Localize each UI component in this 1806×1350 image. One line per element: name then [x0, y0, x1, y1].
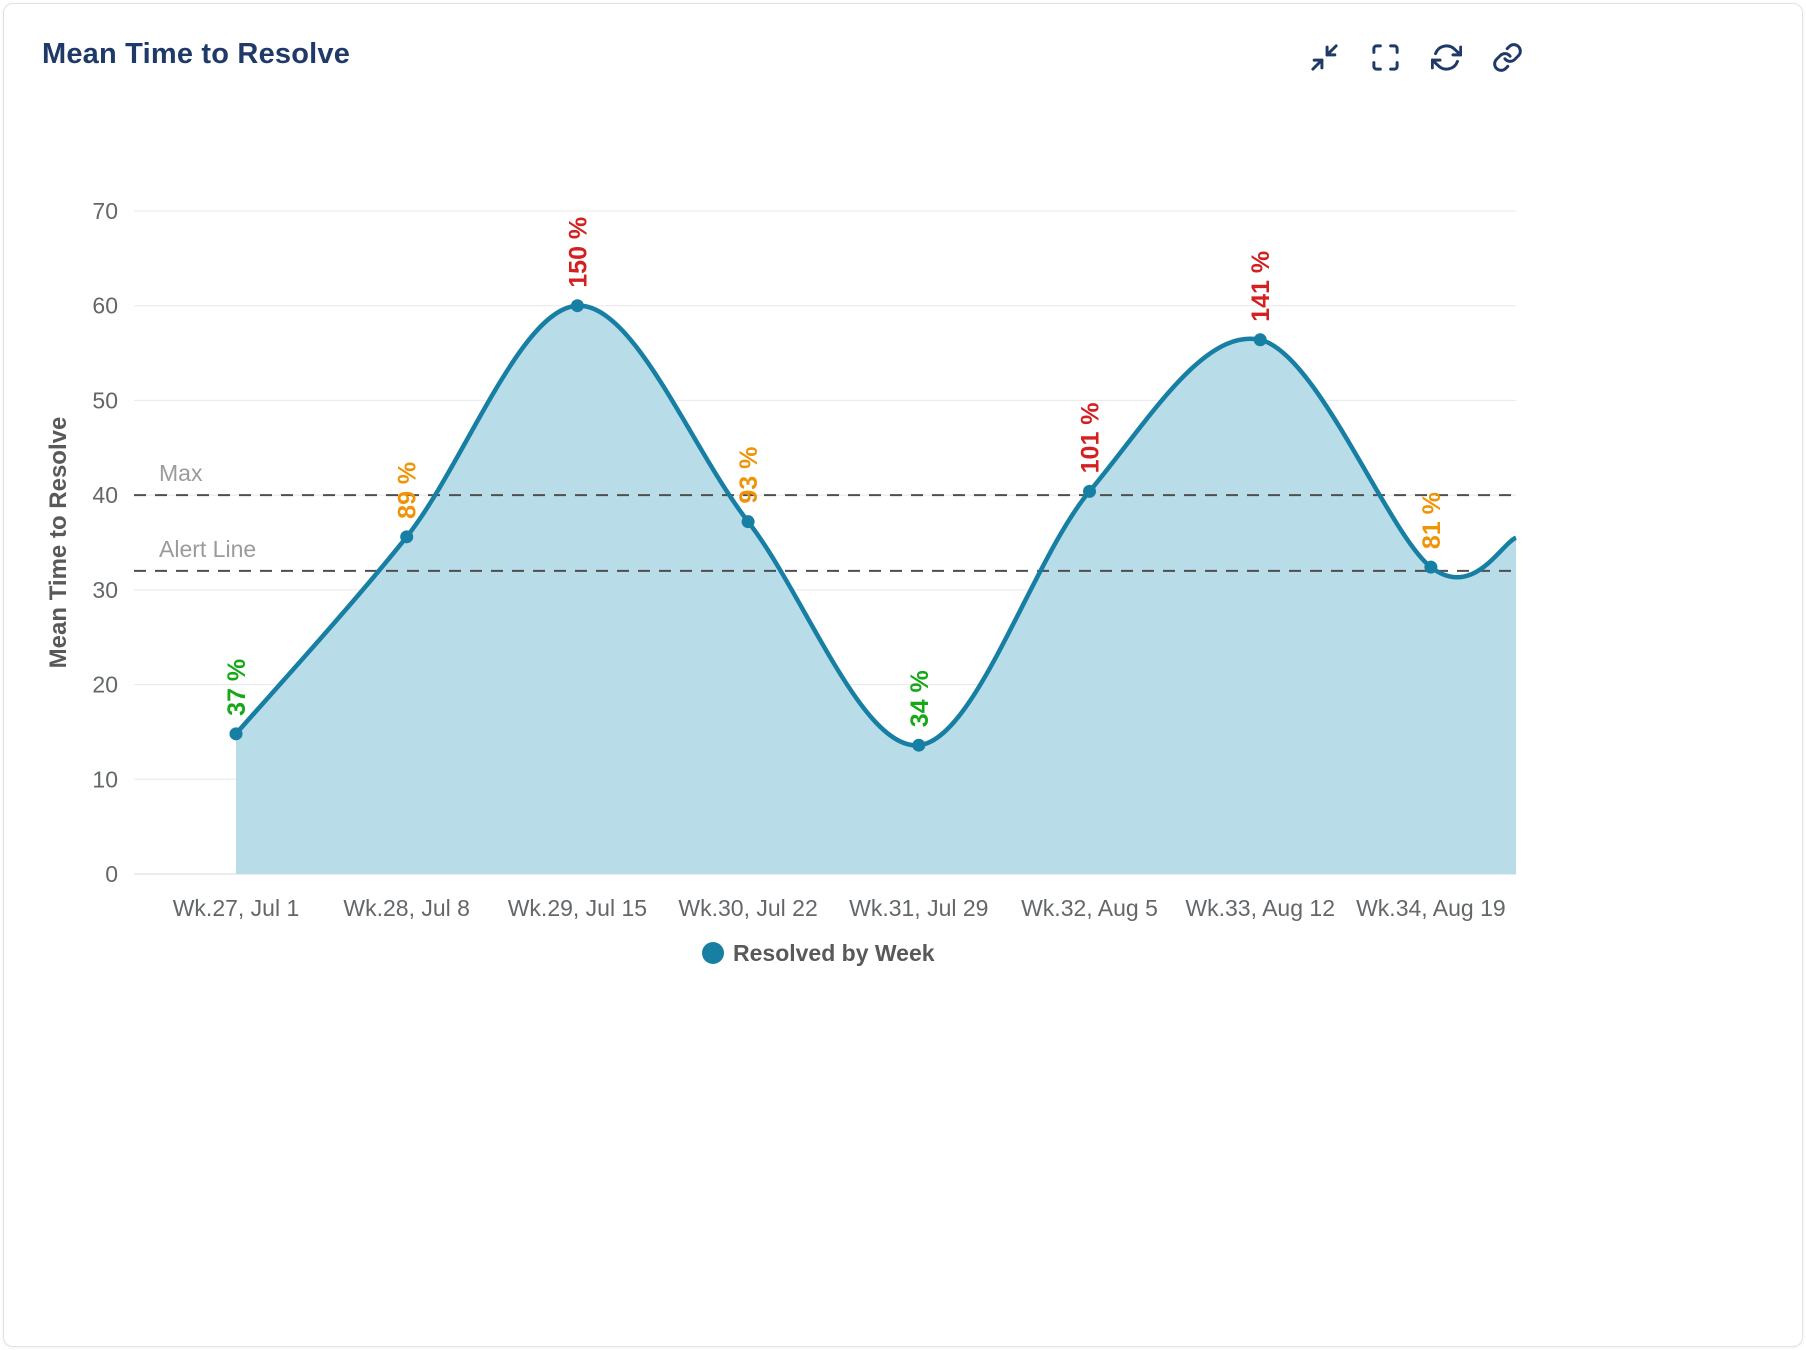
x-tick-label: Wk.32, Aug 5: [1021, 895, 1158, 921]
widget-header: Mean Time to Resolve: [42, 38, 1524, 74]
x-tick-label: Wk.29, Jul 15: [508, 895, 647, 921]
series-area: [236, 305, 1516, 874]
point-label: 101 %: [1077, 402, 1105, 473]
point-label: 89 %: [394, 462, 422, 519]
point-label: 81 %: [1418, 492, 1446, 549]
legend-marker[interactable]: [702, 942, 724, 964]
data-point[interactable]: [1083, 484, 1096, 498]
y-tick-label: 50: [92, 387, 118, 413]
point-label: 37 %: [223, 659, 251, 716]
chart-container[interactable]: 0 10 20 30 40 50 60 70 Wk.27, Jul 1 Wk.28, Jul 8 W…: [4, 124, 1803, 1139]
series-line: [234, 303, 1518, 748]
y-tick-label: 0: [105, 861, 118, 887]
point-label: 34 %: [906, 670, 934, 727]
data-point[interactable]: [741, 515, 755, 529]
x-tick-label: Wk.27, Jul 1: [173, 895, 300, 921]
y-tick-label: 10: [92, 766, 118, 792]
fullscreen-icon: [1371, 43, 1399, 71]
link-icon: [1492, 42, 1522, 72]
legend-item[interactable]: Resolved by Week: [702, 940, 935, 966]
widget-title: Mean Time to Resolve: [42, 38, 351, 70]
collapse-button[interactable]: [1307, 40, 1341, 74]
data-point[interactable]: [229, 727, 243, 741]
reference-line-label: Max: [159, 460, 203, 486]
data-point[interactable]: [1253, 333, 1267, 347]
legend-label[interactable]: Resolved by Week: [733, 940, 935, 966]
widget-toolbar: [1307, 38, 1524, 74]
data-point[interactable]: [1424, 560, 1438, 574]
y-tick-label: 20: [92, 672, 118, 698]
data-point[interactable]: [400, 530, 414, 544]
x-tick-label: Wk.34, Aug 19: [1356, 895, 1506, 921]
widget-card: Mean Time to Resolve: [3, 3, 1803, 1347]
data-point[interactable]: [570, 299, 584, 313]
area-chart[interactable]: 0 10 20 30 40 50 60 70 Wk.27, Jul 1 Wk.28, Jul 8 W…: [4, 124, 1803, 1134]
point-label: 150 %: [564, 217, 592, 288]
x-tick-label: Wk.31, Jul 29: [849, 895, 988, 921]
y-tick-label: 70: [92, 198, 118, 224]
fullscreen-button[interactable]: [1368, 40, 1402, 74]
y-tick-label: 30: [92, 577, 118, 603]
point-label: 93 %: [735, 447, 763, 504]
x-tick-label: Wk.30, Jul 22: [678, 895, 817, 921]
refresh-icon: [1430, 43, 1462, 71]
data-point[interactable]: [912, 738, 926, 752]
point-label: 141 %: [1247, 251, 1275, 322]
reference-line-label: Alert Line: [159, 536, 256, 562]
y-axis-title: Mean Time to Resolve: [45, 417, 72, 669]
y-tick-label: 60: [92, 293, 118, 319]
link-button[interactable]: [1490, 40, 1524, 74]
collapse-arrows-icon: [1310, 43, 1338, 71]
x-tick-label: Wk.33, Aug 12: [1185, 895, 1335, 921]
x-tick-label: Wk.28, Jul 8: [343, 895, 470, 921]
y-tick-label: 40: [92, 482, 118, 508]
refresh-button[interactable]: [1429, 40, 1463, 74]
